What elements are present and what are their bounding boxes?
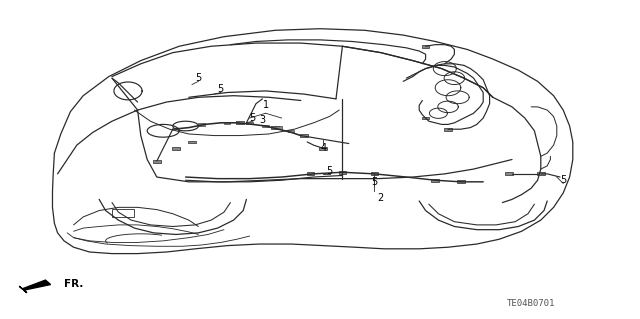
- Bar: [262, 125, 269, 127]
- Bar: [431, 179, 439, 182]
- Text: 5: 5: [326, 166, 333, 176]
- Bar: [422, 45, 429, 48]
- Bar: [307, 172, 314, 175]
- Bar: [339, 171, 346, 174]
- Text: 1: 1: [262, 100, 269, 110]
- Text: 5: 5: [195, 73, 202, 83]
- Bar: [505, 172, 513, 175]
- Bar: [236, 121, 244, 124]
- Text: 5: 5: [371, 177, 378, 187]
- Bar: [246, 122, 253, 124]
- Bar: [172, 147, 180, 150]
- Bar: [153, 160, 161, 163]
- Bar: [444, 128, 452, 131]
- Bar: [288, 130, 294, 132]
- Bar: [422, 116, 429, 119]
- Text: TE04B0701: TE04B0701: [507, 299, 556, 308]
- Bar: [300, 134, 308, 137]
- Bar: [457, 181, 465, 183]
- Bar: [224, 122, 230, 124]
- Text: 3: 3: [259, 115, 266, 125]
- Bar: [198, 123, 205, 126]
- Bar: [271, 126, 279, 129]
- Bar: [112, 209, 134, 217]
- Text: 5: 5: [250, 113, 256, 123]
- Text: 2: 2: [378, 193, 384, 203]
- Text: 5: 5: [560, 175, 566, 185]
- Text: FR.: FR.: [64, 279, 83, 289]
- Bar: [188, 140, 196, 143]
- Bar: [537, 172, 545, 175]
- Bar: [371, 172, 378, 175]
- Bar: [319, 147, 327, 150]
- Text: 5: 5: [218, 84, 224, 94]
- Polygon shape: [19, 280, 51, 293]
- Text: 4: 4: [320, 143, 326, 153]
- Bar: [275, 126, 282, 129]
